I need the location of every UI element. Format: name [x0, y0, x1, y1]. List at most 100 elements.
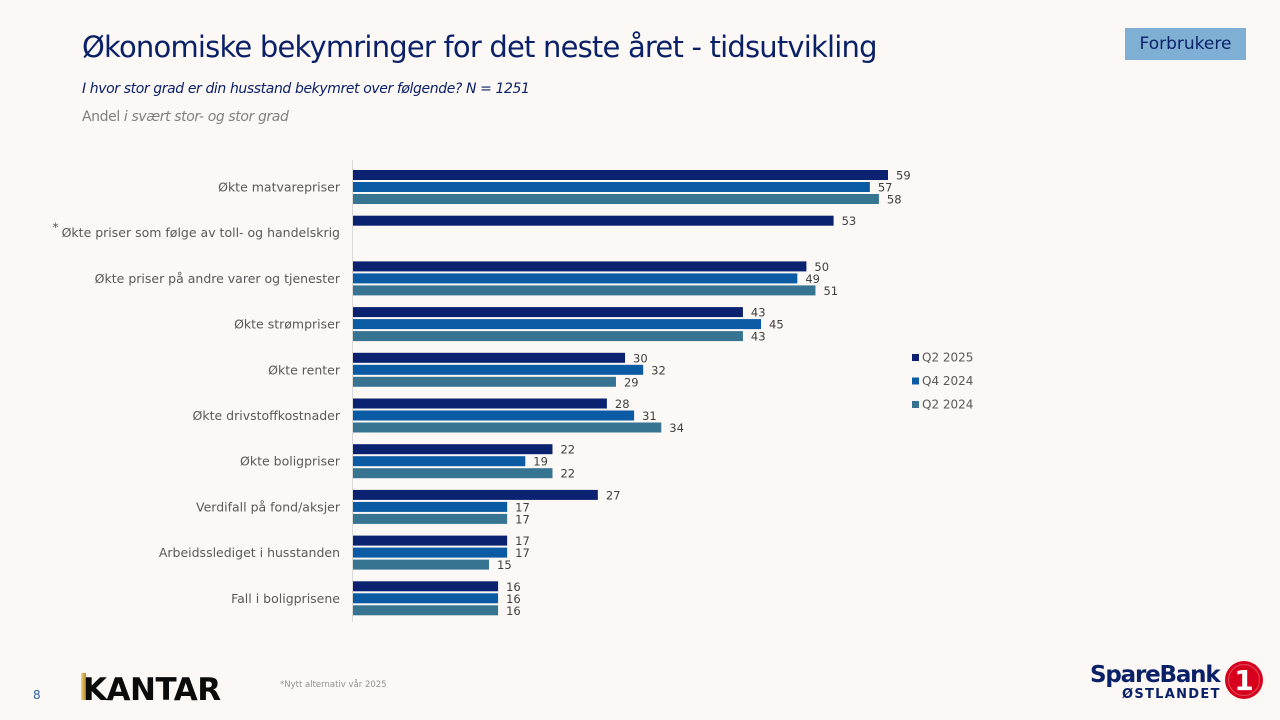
value-label: 45: [769, 318, 784, 332]
value-label: 58: [887, 193, 902, 207]
bar-q2-2025: [353, 535, 508, 546]
legend-label: Q4 2024: [922, 374, 973, 388]
page-title: Økonomiske bekymringer for det neste åre…: [82, 30, 878, 64]
bar-q2-2025: [353, 170, 888, 180]
legend-label: Q2 2024: [922, 398, 973, 412]
bar-q2-2024: [353, 285, 816, 296]
category-label: Økte boligpriser: [240, 454, 341, 469]
category-label: Økte drivstoffkostnader: [193, 408, 341, 423]
sparebank-logo-region: ØSTLANDET: [1122, 687, 1221, 702]
category-label: Økte renter: [268, 362, 341, 377]
bar-q2-2024: [353, 194, 879, 204]
sparebank-logo-badge-inner: [1227, 663, 1261, 697]
bar-q2-2024: [353, 468, 553, 479]
bar-q2-2024: [353, 422, 662, 433]
value-label: 17: [515, 500, 530, 514]
measure-description: Andel i svært stor- og stor grad: [82, 109, 289, 125]
value-label: 16: [506, 580, 521, 594]
kantar-logo: KANTAR: [81, 672, 222, 706]
bar-q2-2025: [353, 581, 499, 592]
legend-swatch: [912, 377, 919, 385]
bar-q4-2024: [353, 364, 644, 375]
page-number: 8: [33, 688, 41, 702]
value-label: 16: [506, 604, 521, 618]
legend-swatch: [912, 354, 919, 361]
question-subtitle: I hvor stor grad er din husstand bekymre…: [82, 81, 530, 97]
legend-label: Q2 2025: [922, 351, 973, 365]
legend-item-q2-2024: Q2 2024: [912, 398, 973, 412]
category-label: Økte matvarepriser: [218, 180, 341, 195]
bar-q4-2024: [353, 182, 870, 192]
value-label: 34: [669, 421, 684, 435]
value-label: 51: [823, 284, 838, 298]
category-label: Økte strømpriser: [234, 317, 341, 332]
bar-q4-2024: [353, 410, 635, 421]
bar-q4-2024: [353, 456, 526, 467]
bar-q2-2024: [353, 331, 743, 342]
footnote: *Nytt alternativ vår 2025: [280, 680, 387, 690]
value-label: 53: [842, 214, 857, 228]
bar-q2-2025: [353, 215, 834, 226]
kantar-logo-text: KANTAR: [83, 672, 221, 706]
bar-q4-2024: [353, 501, 508, 512]
legend-item-q4-2024: Q4 2024: [912, 374, 973, 388]
value-label: 31: [642, 409, 657, 423]
category-label: Fall i boligprisene: [231, 591, 340, 606]
value-label: 49: [805, 272, 820, 286]
value-label: 32: [651, 363, 666, 377]
value-label: 22: [560, 467, 575, 481]
bar-q2-2025: [353, 352, 626, 363]
bar-q2-2025: [353, 261, 807, 272]
value-label: 27: [606, 488, 621, 502]
category-label: Økte priser på andre varer og tjenester: [95, 271, 341, 286]
sparebank-logo-badge: [1225, 661, 1263, 699]
bar-q4-2024: [353, 593, 499, 604]
bar-q2-2025: [353, 489, 598, 500]
value-label: 19: [533, 455, 548, 469]
value-label: 17: [515, 546, 530, 560]
legend-swatch: [912, 401, 919, 408]
bar-group-økte-priser-som-følge-av-toll-og-handelskrig: 53: [353, 214, 856, 228]
category-label: Arbeidsslediget i husstanden: [159, 545, 340, 560]
bar-group-økte-drivstoffkostnader: 28 31 34: [353, 397, 684, 435]
value-label: 17: [515, 534, 530, 548]
value-label: 16: [506, 592, 521, 606]
value-label: 59: [896, 169, 911, 183]
legend-item-q2-2025: Q2 2025: [912, 351, 973, 365]
sparebank-logo-text: SpareBank: [1090, 662, 1221, 688]
bar-group-økte-boligpriser: 22 19 22: [353, 443, 575, 481]
legend: Q2 2025 Q4 2024 Q2 2024: [912, 351, 973, 412]
value-label: 28: [615, 397, 630, 411]
bar-q2-2025: [353, 307, 743, 318]
value-label: 50: [814, 260, 829, 274]
value-label: 57: [878, 181, 893, 195]
value-label: 15: [497, 558, 512, 572]
category-label: Økte priser som følge av toll- og handel…: [62, 225, 340, 240]
sparebank-logo-badge-number: 1: [1234, 664, 1253, 697]
segment-tag: Forbrukere: [1125, 28, 1246, 60]
value-label: 29: [624, 375, 639, 389]
category-labels-layer: Økte matvarepriser Økte priser som følge …: [52, 180, 341, 606]
bar-q2-2024: [353, 513, 508, 524]
bar-q2-2024: [353, 559, 490, 570]
value-label: 17: [515, 512, 530, 526]
value-label: 43: [751, 306, 766, 320]
bar-q2-2024: [353, 605, 499, 616]
kantar-logo-accent: [81, 673, 86, 700]
new-option-asterisk: *: [52, 220, 58, 235]
bar-q4-2024: [353, 273, 798, 284]
bar-q4-2024: [353, 547, 508, 558]
category-label: Verdifall på fond/aksjer: [196, 499, 341, 514]
bar-q4-2024: [353, 319, 762, 330]
value-label: 22: [560, 443, 575, 457]
value-label: 30: [633, 351, 648, 365]
